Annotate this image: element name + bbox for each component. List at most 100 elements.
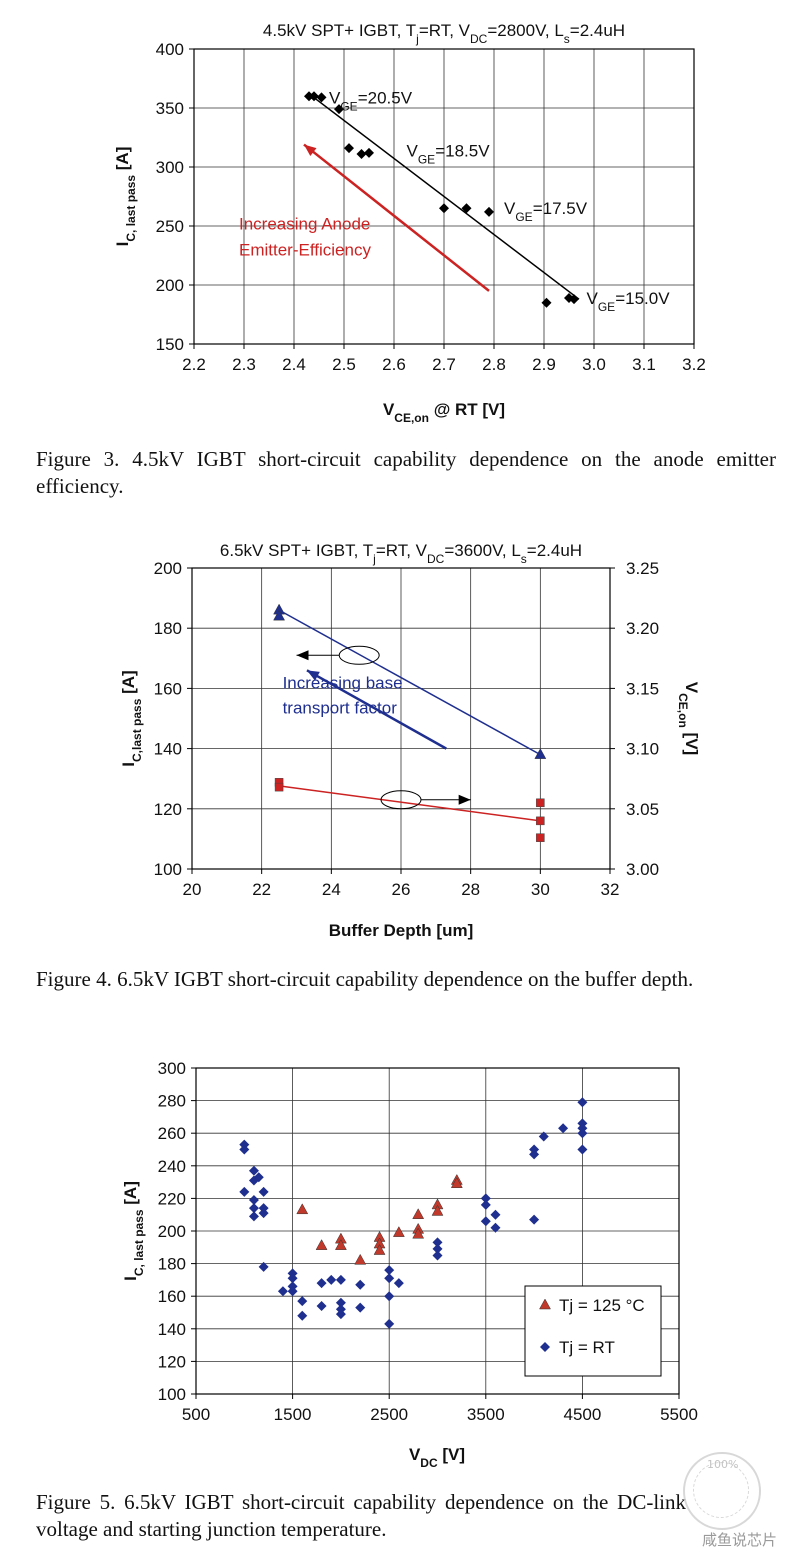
x-tick-label: 1500: [274, 1405, 312, 1424]
axis-indicator-head: [458, 794, 471, 805]
chart-title-part: DC: [427, 552, 445, 566]
legend-box: [524, 1285, 662, 1377]
x-tick-label: 2.8: [482, 355, 506, 374]
chart-title-part: 6.5kV SPT+ IGBT, T: [220, 541, 373, 560]
data-point: [490, 1209, 501, 1220]
y-tick-label: 180: [158, 1255, 186, 1274]
x-axis-label-part: @ RT [V]: [429, 400, 505, 419]
data-point: [558, 1123, 569, 1134]
x-tick-label: 500: [182, 1405, 210, 1424]
data-point: [258, 1208, 269, 1219]
data-point: [344, 143, 354, 154]
x-tick-label: 26: [392, 880, 411, 899]
vge-label-vge1-part: V: [329, 88, 341, 107]
data-point: [569, 294, 579, 305]
y-axis-label-part: [A]: [119, 670, 138, 698]
plot-border: [191, 567, 611, 870]
data-point: [315, 1239, 328, 1250]
y2-axis-label-part: V: [682, 682, 701, 694]
y-tick-label: 120: [158, 1352, 186, 1371]
data-point: [439, 203, 449, 214]
figure-3-caption: Figure 3. 4.5kV IGBT short-circuit capab…: [36, 447, 776, 498]
y2-tick-label: 3.15: [626, 679, 659, 698]
y-tick-label: 220: [158, 1189, 186, 1208]
data-point: [384, 1318, 395, 1329]
data-point: [432, 1243, 443, 1254]
data-point: [258, 1261, 269, 1272]
y-axis-label-part: I: [121, 1276, 140, 1281]
data-point: [529, 1214, 540, 1225]
chart-dc-link-voltage: 500 1500 2500 3500 4500 5500 100 120 140 160 180 20…: [121, 1059, 698, 1470]
series-line: [278, 785, 541, 822]
y-tick-label: 100: [158, 1385, 186, 1404]
data-point: [274, 782, 284, 792]
data-point: [248, 1195, 259, 1206]
chart-title-part: 4.5kV SPT+ IGBT, T: [263, 21, 416, 40]
data-point: [253, 1172, 264, 1183]
efficiency-arrow: [303, 143, 490, 292]
data-point: [541, 297, 552, 308]
data-point: [287, 1273, 298, 1284]
vge-label-vge2: VGE=18.5V: [407, 141, 491, 166]
vge-label-vge1-part: =20.5V: [358, 88, 413, 107]
transport-arrow-head: [306, 670, 320, 681]
x-axis-label-part: V: [383, 400, 395, 419]
vge-label-vge4-part: =15.0V: [615, 289, 670, 308]
y-tick-label: 300: [156, 158, 184, 177]
data-point: [355, 1279, 366, 1290]
y2-tick-label: 3.10: [626, 740, 659, 759]
chart-title-part: DC: [470, 32, 488, 46]
x-tick-label: 3.1: [632, 355, 656, 374]
efficiency-label-line: Emitter-Efficiency: [239, 241, 371, 260]
y2-axis-label: VCE,on [V]: [676, 682, 701, 755]
data-point: [484, 206, 494, 217]
data-point: [577, 1144, 588, 1155]
data-point: [316, 1300, 327, 1311]
efficiency-arrow-head: [304, 144, 317, 156]
y-tick-label: 200: [158, 1222, 186, 1241]
figure-4-caption: Figure 4. 6.5kV IGBT short-circuit capab…: [36, 967, 694, 991]
data-point: [356, 149, 367, 160]
y-tick-label: 200: [156, 276, 184, 295]
chart-title-part: =3600V, L: [444, 541, 520, 560]
y2-axis-label-part: CE,on: [676, 693, 690, 728]
chart-title-part: s: [564, 32, 570, 46]
data-point: [316, 1278, 327, 1289]
data-point: [258, 1186, 269, 1197]
x-tick-label: 3500: [467, 1405, 505, 1424]
legend-label: Tj = 125 °C: [559, 1296, 645, 1315]
watermark-seal-icon: 100%: [683, 1452, 761, 1530]
data-point: [373, 1244, 386, 1255]
data-point: [536, 798, 545, 808]
data-point: [335, 1274, 346, 1285]
series-line: [278, 609, 541, 756]
y-axis-label-part: I: [113, 242, 132, 247]
data-point: [529, 1149, 540, 1160]
chart-title-part: =2.4uH: [570, 21, 625, 40]
vge-label-vge3-part: GE: [515, 210, 532, 224]
data-point: [534, 748, 547, 759]
chart-anode-efficiency: 2.2 2.3 2.4 2.5 2.6 2.7 2.8 2.9 3.0 3.1 3.2 150 200 2…: [113, 21, 706, 425]
y2-tick-label: 3.00: [626, 860, 659, 879]
chart-title-part: =RT, V: [419, 21, 471, 40]
data-point: [297, 1296, 308, 1307]
data-point: [384, 1291, 395, 1302]
chart-title: 4.5kV SPT+ IGBT, Tj=RT, VDC=2800V, Ls=2.…: [263, 21, 625, 46]
x-tick-label: 32: [601, 880, 620, 899]
plot-border: [193, 48, 695, 345]
transport-label-line: transport factor: [283, 698, 398, 717]
data-point: [490, 1222, 501, 1233]
plot-border: [195, 1067, 680, 1395]
data-point: [480, 1193, 491, 1204]
x-tick-label: 2.2: [182, 355, 206, 374]
y-tick-label: 300: [158, 1059, 186, 1078]
data-point: [248, 1175, 259, 1186]
data-point: [335, 1309, 346, 1320]
data-point: [461, 203, 472, 214]
x-tick-label: 2.3: [232, 355, 256, 374]
chart-title-part: j: [415, 32, 419, 46]
data-point: [480, 1216, 491, 1227]
y-tick-label: 250: [156, 217, 184, 236]
x-tick-label: 2.9: [532, 355, 556, 374]
trend-line: [308, 93, 580, 300]
